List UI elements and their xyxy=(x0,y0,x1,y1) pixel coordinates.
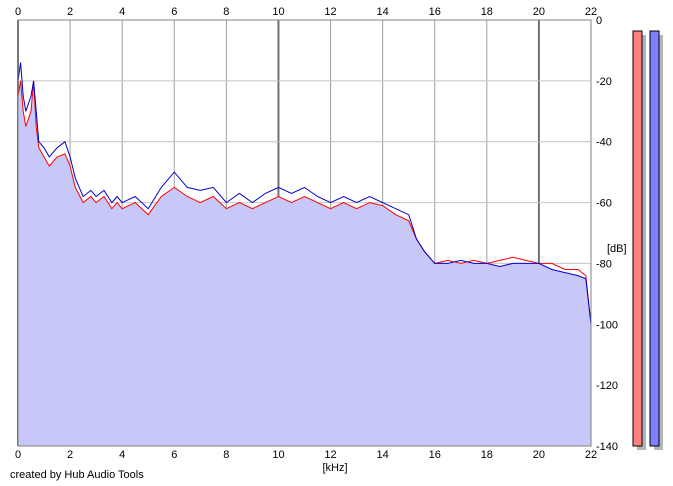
level-meter-left-bar xyxy=(632,30,643,447)
y-tick--20: -20 xyxy=(596,76,612,88)
x-tick-top-2: 2 xyxy=(67,6,73,18)
x-tick-top-12: 12 xyxy=(324,6,336,18)
y-tick--120: -120 xyxy=(596,380,618,392)
x-tick-top-14: 14 xyxy=(377,6,389,18)
x-tick-bottom-6: 6 xyxy=(171,449,177,461)
x-tick-top-20: 20 xyxy=(533,6,545,18)
x-tick-top-0: 0 xyxy=(15,6,21,18)
x-tick-top-8: 8 xyxy=(223,6,229,18)
y-tick-0: 0 xyxy=(596,15,602,27)
left-channel-line xyxy=(17,80,592,325)
x-tick-bottom-10: 10 xyxy=(272,449,284,461)
x-tick-bottom-8: 8 xyxy=(223,449,229,461)
x-tick-top-10: 10 xyxy=(272,6,284,18)
y-tick--60: -60 xyxy=(596,198,612,210)
x-tick-top-4: 4 xyxy=(119,6,125,18)
plot-frame xyxy=(17,19,592,447)
x-axis-top: 0 2 4 6 8 10 12 14 16 18 20 22 xyxy=(15,6,597,18)
x-tick-top-6: 6 xyxy=(171,6,177,18)
x-tick-bottom-14: 14 xyxy=(377,449,389,461)
x-tick-top-16: 16 xyxy=(429,6,441,18)
x-axis-bottom: 0 2 4 6 8 10 12 14 16 18 20 22 xyxy=(15,449,597,461)
y-tick--80: -80 xyxy=(596,258,612,270)
level-meter-left xyxy=(632,30,646,450)
y-axis-label: [dB] xyxy=(607,243,627,255)
x-tick-bottom-12: 12 xyxy=(324,449,336,461)
x-axis-label: [kHz] xyxy=(322,462,347,474)
x-tick-bottom-22: 22 xyxy=(585,449,597,461)
x-tick-bottom-18: 18 xyxy=(481,449,493,461)
level-meter-right xyxy=(649,30,663,450)
level-meter-right-bar xyxy=(649,30,660,447)
y-tick--40: -40 xyxy=(596,137,612,149)
x-tick-bottom-2: 2 xyxy=(67,449,73,461)
x-tick-bottom-20: 20 xyxy=(533,449,545,461)
credit-text: created by Hub Audio Tools xyxy=(10,469,144,481)
spectrum-fill xyxy=(18,80,591,447)
x-tick-bottom-16: 16 xyxy=(429,449,441,461)
y-tick--140: -140 xyxy=(596,441,618,453)
x-tick-top-18: 18 xyxy=(481,6,493,18)
x-tick-bottom-0: 0 xyxy=(15,449,21,461)
y-tick--100: -100 xyxy=(596,319,618,331)
x-tick-top-22: 22 xyxy=(585,6,597,18)
y-axis-right: 0 -20 -40 -60 -80 -100 -120 -140 xyxy=(596,15,618,453)
right-channel-line xyxy=(17,62,592,325)
x-tick-bottom-4: 4 xyxy=(119,449,125,461)
